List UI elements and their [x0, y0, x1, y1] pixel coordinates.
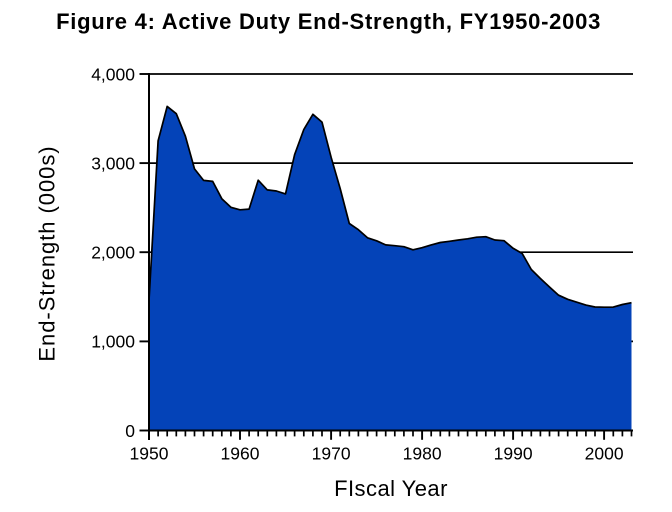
svg-text:2000: 2000 [585, 444, 624, 464]
svg-text:1990: 1990 [494, 444, 533, 464]
svg-text:4,000: 4,000 [91, 64, 135, 84]
svg-text:1980: 1980 [403, 444, 442, 464]
svg-text:FIscal Year: FIscal Year [334, 476, 448, 501]
svg-text:3,000: 3,000 [91, 153, 135, 173]
svg-text:Figure 4: Active Duty End-Stre: Figure 4: Active Duty End-Strength, FY19… [56, 9, 601, 34]
svg-text:1970: 1970 [312, 444, 351, 464]
svg-text:1960: 1960 [221, 444, 260, 464]
svg-text:1,000: 1,000 [91, 332, 135, 352]
svg-text:0: 0 [125, 421, 135, 441]
svg-text:1950: 1950 [130, 444, 169, 464]
svg-text:End-Strength (000s): End-Strength (000s) [34, 145, 59, 361]
svg-text:2,000: 2,000 [91, 243, 135, 263]
